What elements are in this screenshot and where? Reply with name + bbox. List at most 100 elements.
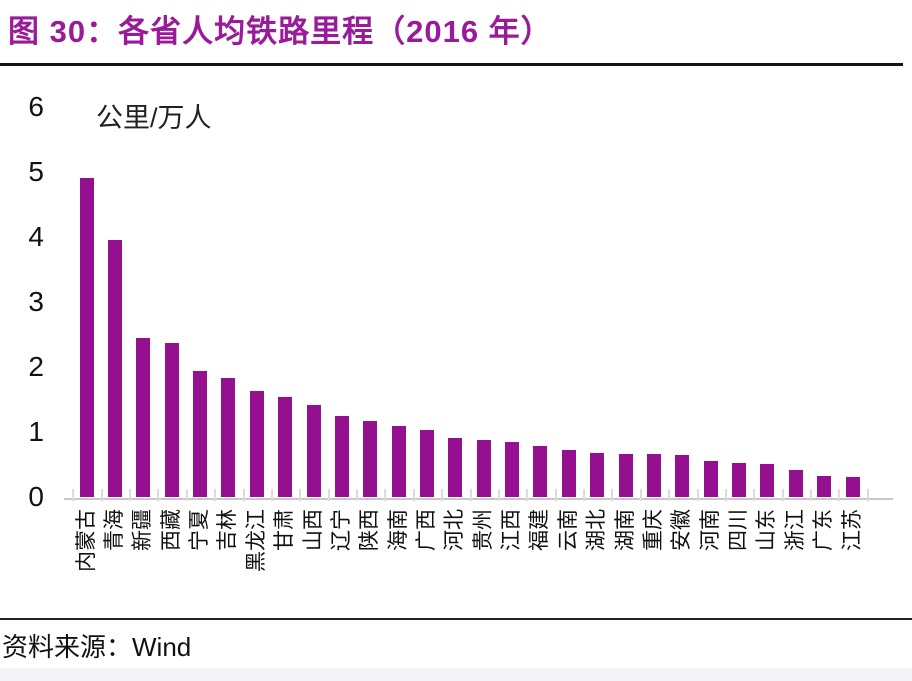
source-label: 资料来源： [2, 633, 133, 662]
x-axis-tick [809, 489, 812, 501]
x-tick-label: 海南 [386, 509, 410, 551]
x-axis-tick [100, 489, 103, 501]
x-axis-tick [724, 489, 727, 501]
y-tick-label: 2 [28, 351, 44, 382]
bar [278, 397, 293, 497]
x-tick-label: 广西 [414, 509, 438, 551]
x-tick-label: 吉林 [216, 509, 240, 551]
source-value: Wind [132, 632, 192, 662]
x-axis-tick [356, 489, 358, 501]
title-underline [0, 63, 903, 66]
x-axis-tick [753, 489, 756, 501]
x-tick-label: 江苏 [840, 509, 864, 551]
bar [845, 477, 860, 497]
bar [419, 430, 434, 497]
figure-title: 图 30：各省人均铁路里程（2016 年） [8, 14, 553, 49]
x-tick-label: 山西 [301, 509, 325, 551]
x-axis-tick [270, 489, 273, 501]
x-axis-tick [157, 489, 160, 501]
x-tick-label: 河北 [443, 509, 467, 551]
x-tick-label: 湖南 [613, 509, 637, 551]
x-tick-label: 青海 [102, 509, 126, 551]
x-tick-label: 河南 [698, 509, 722, 551]
x-axis-tick [668, 489, 671, 501]
x-axis-tick [185, 489, 188, 501]
y-tick-label: 5 [28, 156, 44, 187]
x-axis-tick [72, 489, 75, 501]
x-axis-line [64, 498, 893, 500]
bar [107, 240, 122, 497]
bar [646, 454, 661, 497]
footer-bar [0, 668, 912, 681]
x-tick-label: 新疆 [131, 509, 155, 551]
bar [703, 461, 718, 497]
x-tick-label: 广东 [812, 509, 836, 551]
bar [675, 455, 690, 497]
x-tick-label: 贵州 [471, 509, 495, 551]
x-axis-tick [412, 489, 415, 501]
x-tick-label: 山东 [755, 509, 779, 551]
bar [221, 378, 236, 497]
source-note: 资料来源：Wind [2, 627, 191, 664]
x-axis-tick [497, 489, 500, 501]
x-axis-tick [384, 489, 387, 501]
x-axis-tick [214, 489, 217, 501]
x-tick-label: 湖北 [585, 509, 609, 551]
bar [448, 438, 463, 497]
bar [760, 464, 775, 497]
x-axis-tick [242, 489, 245, 501]
x-axis-tick [441, 489, 444, 501]
bar [193, 371, 207, 497]
bar [505, 442, 519, 497]
x-axis-tick [583, 489, 585, 501]
x-tick-label: 宁夏 [188, 509, 211, 551]
x-tick-label: 安徽 [670, 509, 694, 551]
x-axis-tick [696, 489, 699, 501]
x-tick-label: 重庆 [641, 509, 665, 551]
bar [817, 476, 832, 497]
x-axis-tick [526, 489, 529, 501]
x-tick-label: 辽宁 [329, 509, 353, 551]
y-tick-label: 4 [28, 221, 44, 252]
x-axis-tick [554, 489, 557, 501]
y-tick-label: 0 [28, 481, 44, 512]
x-axis-tick [639, 489, 642, 501]
x-axis-tick [129, 489, 132, 501]
bar [334, 416, 349, 497]
x-tick-label: 西藏 [159, 509, 183, 551]
x-tick-label: 福建 [528, 509, 552, 551]
y-axis-unit-label: 公里/万人 [96, 103, 212, 133]
x-tick-label: 江西 [500, 509, 523, 551]
y-tick-label: 3 [28, 286, 44, 317]
bar [533, 446, 548, 497]
bar [788, 470, 803, 497]
bar [79, 178, 94, 497]
x-axis-tick [866, 489, 869, 501]
bar [590, 453, 605, 497]
bar [561, 450, 576, 497]
y-tick-label: 1 [28, 416, 44, 447]
x-axis-tick [838, 489, 841, 501]
x-axis-tick [327, 489, 330, 501]
y-tick-label: 6 [28, 91, 44, 122]
bar [306, 405, 321, 497]
x-tick-label: 内蒙古 [74, 509, 98, 572]
bar [618, 454, 633, 497]
bar [476, 440, 491, 497]
x-tick-label: 陕西 [358, 509, 382, 551]
bar [391, 426, 406, 497]
source-divider [0, 618, 912, 620]
x-tick-label: 甘肃 [273, 509, 297, 551]
bar [363, 421, 378, 497]
x-tick-label: 浙江 [783, 509, 807, 551]
x-tick-label: 四川 [727, 509, 750, 551]
bar [164, 343, 179, 497]
x-axis-tick [299, 489, 302, 501]
bar [136, 338, 151, 497]
bar [249, 391, 264, 497]
x-axis-tick [781, 489, 784, 501]
x-axis-tick [611, 489, 614, 501]
x-axis-tick [469, 489, 472, 501]
x-tick-label: 黑龙江 [244, 509, 268, 572]
